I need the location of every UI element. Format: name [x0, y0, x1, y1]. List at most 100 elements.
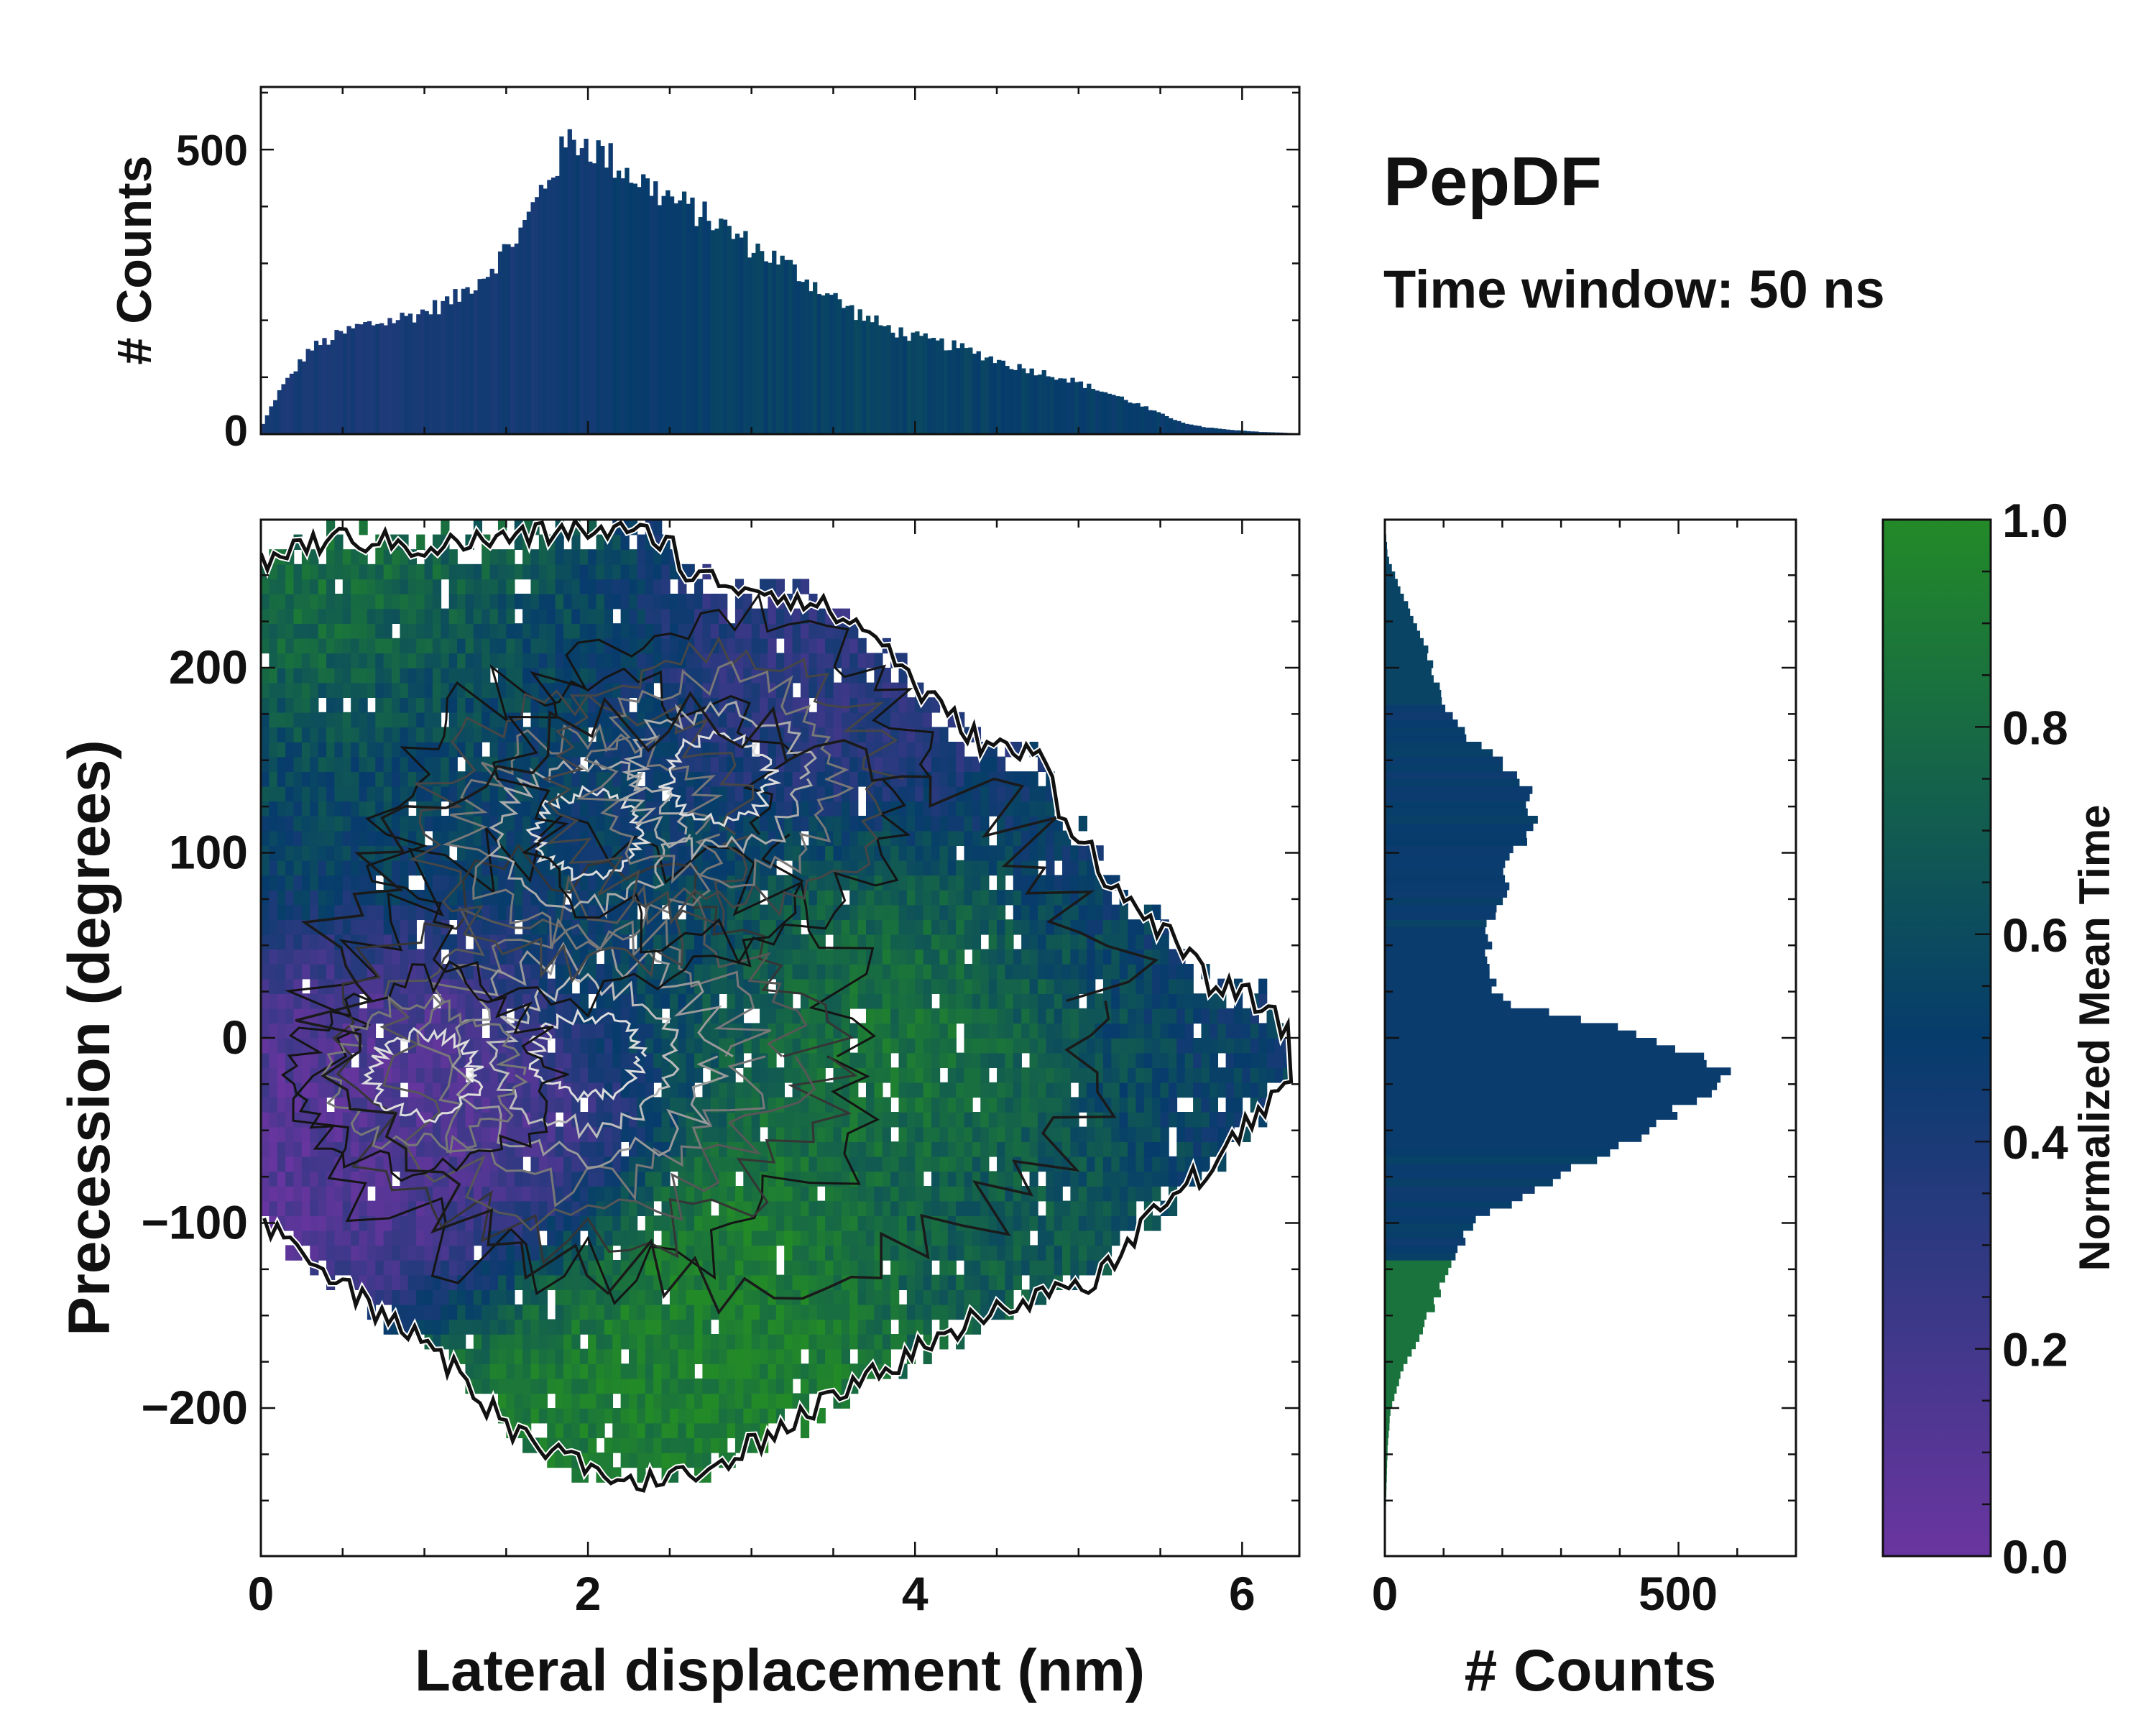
heatmap-cell	[596, 993, 605, 1009]
heatmap-cell	[939, 1334, 949, 1350]
heatmap-cell	[334, 549, 344, 565]
heatmap-cell	[285, 949, 295, 965]
heatmap-cell	[506, 697, 515, 713]
heatmap-cell	[743, 771, 752, 787]
top-histogram-bar	[992, 363, 998, 434]
heatmap-cell	[865, 1215, 875, 1231]
heatmap-cell	[678, 993, 687, 1009]
heatmap-cell	[334, 786, 344, 802]
heatmap-cell	[612, 1200, 622, 1216]
heatmap-cell	[612, 1038, 622, 1054]
heatmap-cell	[375, 1112, 384, 1128]
heatmap-cell	[261, 727, 270, 742]
heatmap-cell	[261, 1186, 270, 1202]
heatmap-cell	[538, 1274, 548, 1290]
top-histogram-bar	[1148, 410, 1153, 434]
top-histogram-bar	[404, 316, 409, 434]
heatmap-cell	[816, 1052, 826, 1068]
heatmap-cell	[784, 1067, 793, 1083]
heatmap-cell	[694, 1038, 704, 1054]
heatmap-cell	[588, 1097, 597, 1113]
heatmap-cell	[506, 1393, 515, 1409]
heatmap-cell	[686, 1112, 695, 1128]
heatmap-cell	[800, 1245, 810, 1261]
heatmap-cell	[538, 682, 548, 698]
top-histogram-bar	[1217, 428, 1222, 434]
heatmap-cell	[882, 1171, 891, 1187]
heatmap-cell	[645, 1023, 654, 1039]
heatmap-cell	[457, 579, 466, 594]
heatmap-cell	[522, 1200, 532, 1216]
heatmap-cell	[563, 1393, 573, 1409]
heatmap-cell	[841, 934, 851, 950]
heatmap-cell	[849, 934, 859, 950]
heatmap-cell	[775, 949, 785, 965]
heatmap-cell	[661, 1304, 671, 1320]
heatmap-cell	[538, 1289, 548, 1305]
heatmap-cell	[424, 1023, 433, 1039]
heatmap-cell	[898, 1023, 908, 1039]
heatmap-cell	[629, 978, 638, 994]
heatmap-cell	[939, 1186, 949, 1202]
heatmap-cell	[351, 845, 360, 861]
heatmap-cell	[775, 1319, 785, 1335]
heatmap-cell	[392, 978, 401, 994]
heatmap-cell	[857, 978, 867, 994]
heatmap-cell	[768, 1008, 777, 1024]
heatmap-cell	[645, 1289, 654, 1305]
heatmap-cell	[964, 1067, 973, 1083]
heatmap-cell	[947, 993, 957, 1009]
heatmap-cell	[514, 1274, 523, 1290]
heatmap-cell	[727, 697, 736, 713]
heatmap-cell	[710, 594, 719, 610]
heatmap-cell	[882, 1156, 891, 1172]
heatmap-cell	[760, 697, 769, 713]
heatmap-cell	[571, 1334, 581, 1350]
top-histogram-bar	[289, 373, 295, 434]
heatmap-cell	[669, 816, 679, 832]
heatmap-cell	[375, 1141, 384, 1157]
heatmap-cell	[326, 638, 336, 654]
heatmap-cell	[367, 1082, 377, 1098]
heatmap-cell	[596, 919, 605, 935]
heatmap-cell	[563, 845, 573, 861]
heatmap-cell	[465, 564, 474, 580]
heatmap-cell	[367, 904, 377, 920]
heatmap-cell	[432, 727, 442, 742]
heatmap-cell	[334, 949, 344, 965]
heatmap-cell	[694, 1408, 704, 1424]
heatmap-cell	[293, 904, 303, 920]
heatmap-cell	[285, 1156, 295, 1172]
heatmap-cell	[956, 904, 965, 920]
heatmap-cell	[727, 1156, 736, 1172]
heatmap-cell	[604, 993, 614, 1009]
heatmap-cell	[972, 771, 982, 787]
heatmap-cell	[882, 919, 891, 935]
heatmap-cell	[326, 653, 336, 668]
heatmap-cell	[522, 756, 532, 772]
heatmap-cell	[719, 1082, 728, 1098]
heatmap-cell	[719, 949, 728, 965]
heatmap-cell	[760, 1008, 769, 1024]
heatmap-cell	[882, 1245, 891, 1261]
heatmap-cell	[547, 653, 556, 668]
heatmap-cell	[710, 1438, 719, 1453]
top-histogram-bar	[1000, 360, 1005, 434]
heatmap-cell	[351, 875, 360, 891]
heatmap-cell	[555, 845, 564, 861]
heatmap-cell	[506, 1260, 515, 1276]
heatmap-cell	[760, 1378, 769, 1394]
heatmap-cell	[285, 756, 295, 772]
heatmap-cell	[448, 1200, 458, 1216]
heatmap-cell	[669, 638, 679, 654]
heatmap-cell	[637, 1230, 646, 1246]
heatmap-cell	[857, 830, 867, 846]
heatmap-cell	[588, 1112, 597, 1128]
heatmap-cell	[841, 1289, 851, 1305]
heatmap-cell	[407, 1052, 417, 1068]
top-histogram-bar	[939, 338, 944, 434]
heatmap-cell	[906, 919, 916, 935]
heatmap-cell	[727, 1023, 736, 1039]
heatmap-cell	[678, 1422, 687, 1438]
heatmap-cell	[375, 1245, 384, 1261]
